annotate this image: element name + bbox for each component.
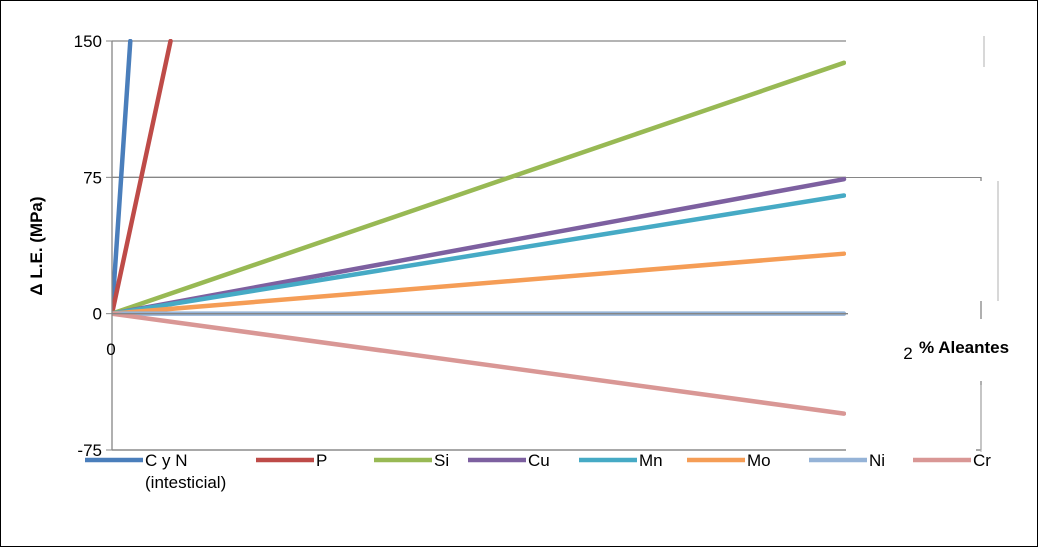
series-line-cu [112, 176, 847, 316]
series-line-mo [112, 251, 847, 316]
mask-middle [846, 181, 1006, 301]
legend-label: Cu [528, 451, 550, 470]
y-tick-label: -75 [77, 441, 102, 460]
legend-label: Si [434, 451, 449, 470]
series-lines [112, 39, 847, 416]
x-tick-label: 0 [106, 340, 115, 359]
series-line-c-y-n [112, 39, 133, 316]
x-axis-title: % Aleantes [919, 338, 1009, 357]
legend-label: Ni [869, 451, 885, 470]
mask-label-area [846, 319, 1006, 381]
legend-label: Cr [973, 451, 991, 470]
legend: C y N (intesticial) P Si Cu Mn Mo Ni Cr [85, 451, 991, 492]
y-tick-label: 75 [83, 168, 102, 187]
y-tick-label: 0 [93, 305, 102, 324]
legend-label: Mn [639, 451, 663, 470]
legend-label: C y N [145, 451, 188, 470]
y-tick-label: 150 [74, 32, 102, 51]
overlay-mask [846, 31, 1006, 457]
mask-top [846, 31, 986, 177]
mask-bottom [846, 385, 976, 457]
x-tick-label: 2 [903, 344, 912, 363]
legend-label: P [316, 451, 327, 470]
series-line-si [112, 60, 847, 316]
legend-label: Mo [747, 451, 771, 470]
legend-label-line2: (intesticial) [145, 473, 226, 492]
series-line-p [112, 39, 173, 316]
series-line-cr [112, 311, 847, 416]
y-axis-title: Δ L.E. (MPa) [27, 196, 46, 295]
series-line-mn [112, 193, 847, 316]
labels: 150 75 0 -75 0 2 % Aleantes Δ L.E. (MPa) [27, 32, 1009, 460]
